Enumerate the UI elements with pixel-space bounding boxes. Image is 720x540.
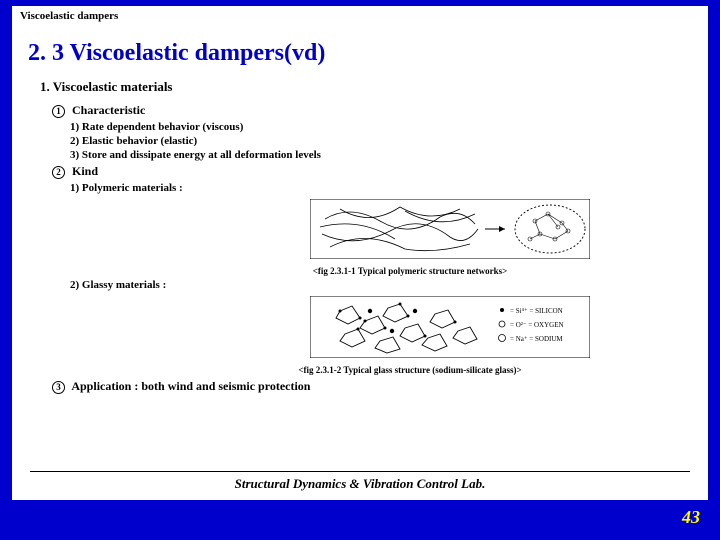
figure-1-container	[12, 195, 708, 264]
circled-3-icon: 3	[52, 381, 65, 394]
slide-content: Viscoelastic dampers 2. 3 Viscoelastic d…	[12, 6, 708, 500]
footer-lab: Structural Dynamics & Vibration Control …	[12, 476, 708, 492]
figure-2-container: = Si⁴⁺ = SILICON = O²⁻ = OXYGEN = Na⁺ = …	[12, 292, 708, 363]
section-1: 1 Characteristic	[12, 101, 708, 120]
section-3-label: Application : both wind and seismic prot…	[71, 379, 310, 393]
svg-text:= O²⁻ = OXYGEN: = O²⁻ = OXYGEN	[510, 321, 564, 329]
page-number: 43	[682, 507, 700, 528]
item-1-2: 2) Elastic behavior (elastic)	[12, 134, 708, 148]
polymeric-network-figure	[310, 199, 590, 259]
circled-1-icon: 1	[52, 105, 65, 118]
item-2-2: 2) Glassy materials :	[12, 278, 708, 292]
subtitle: 1. Viscoelastic materials	[12, 75, 708, 101]
figure-1-caption: <fig 2.3.1-1 Typical polymeric structure…	[12, 264, 708, 278]
section-2-label: Kind	[72, 164, 98, 178]
item-1-3: 3) Store and dissipate energy at all def…	[12, 148, 708, 162]
footer-divider	[30, 471, 690, 472]
glass-structure-figure: = Si⁴⁺ = SILICON = O²⁻ = OXYGEN = Na⁺ = …	[310, 296, 590, 358]
slide-header: Viscoelastic dampers	[12, 6, 708, 26]
item-1-1: 1) Rate dependent behavior (viscous)	[12, 120, 708, 134]
circled-2-icon: 2	[52, 166, 65, 179]
svg-text:= Si⁴⁺ = SILICON: = Si⁴⁺ = SILICON	[510, 307, 563, 315]
section-1-label: Characteristic	[72, 103, 145, 117]
figure-2-caption: <fig 2.3.1-2 Typical glass structure (so…	[12, 363, 708, 377]
svg-text:= Na⁺ = SODIUM: = Na⁺ = SODIUM	[510, 335, 563, 343]
section-3: 3 Application : both wind and seismic pr…	[12, 377, 708, 396]
item-2-1: 1) Polymeric materials :	[12, 181, 708, 195]
section-2: 2 Kind	[12, 162, 708, 181]
slide-title: 2. 3 Viscoelastic dampers(vd)	[12, 26, 708, 75]
